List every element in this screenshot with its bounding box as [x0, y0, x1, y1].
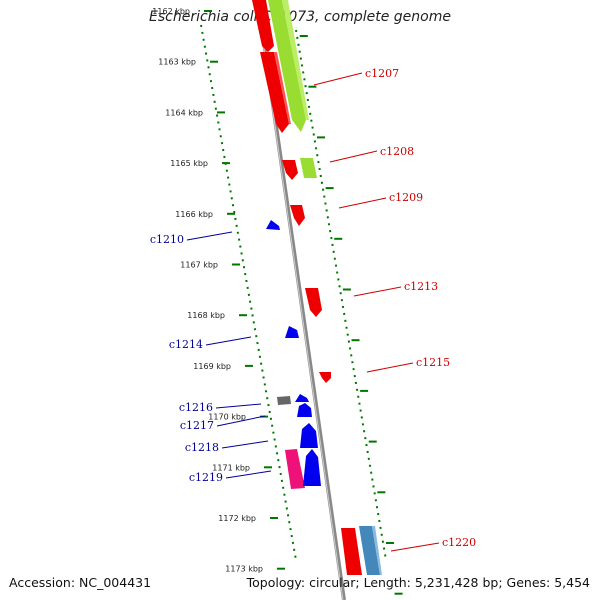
gene-label-c1218[interactable]: c1218 [185, 441, 219, 454]
scale-label: 1163 kbp [158, 58, 196, 67]
scale-labels: 1162 kbp 1163 kbp 1164 kbp 1165 kbp 1166 kbp… [152, 7, 263, 574]
leader-line [353, 286, 402, 297]
gene-feature-c1219-pink[interactable] [285, 449, 305, 489]
gene-label-c1207[interactable]: c1207 [365, 67, 399, 80]
gene-feature-c1218[interactable] [300, 423, 318, 448]
gene-feature-green-shade [282, 0, 309, 120]
gene-label-c1217[interactable]: c1217 [180, 419, 214, 432]
scale-label: 1173 kbp [225, 565, 263, 574]
gene-label-c1215[interactable]: c1215 [416, 356, 450, 369]
gene-label-c1216[interactable]: c1216 [179, 401, 213, 414]
leader-line [215, 403, 262, 409]
scale-label: 1164 kbp [165, 108, 203, 117]
leader-line [329, 150, 378, 163]
leader-line [313, 72, 363, 86]
scale-label: 1166 kbp [175, 210, 213, 219]
gene-label-c1208[interactable]: c1208 [380, 145, 414, 158]
gene-label-c1219[interactable]: c1219 [189, 471, 223, 484]
leader-line [366, 362, 414, 373]
scale-label: 1170 kbp [208, 413, 246, 422]
gene-feature-c1216-grey[interactable] [277, 396, 291, 405]
leader-line [205, 336, 252, 346]
gene-labels: c1207 c1208 c1209 c1213 c1215 c1220 c1210 c1214… [150, 67, 476, 549]
scale-label: 1167 kbp [180, 261, 218, 270]
leader-line [186, 231, 233, 241]
gene-feature-c1213[interactable] [305, 288, 322, 317]
label-leader-lines [186, 72, 440, 552]
gene-feature-c1216[interactable] [295, 394, 309, 402]
gene-feature-c1217[interactable] [297, 403, 312, 417]
scale-label: 1169 kbp [193, 362, 231, 371]
gene-feature-c1209[interactable] [290, 205, 305, 226]
scale-label: 1168 kbp [187, 311, 225, 320]
gene-feature-c1208-green[interactable] [300, 158, 317, 178]
leader-line [225, 470, 272, 479]
leader-line [221, 440, 269, 449]
gene-label-c1213[interactable]: c1213 [404, 280, 438, 293]
gene-feature-c1210[interactable] [266, 220, 280, 230]
leader-line [390, 542, 440, 552]
gene-label-c1209[interactable]: c1209 [389, 191, 423, 204]
gene-features [252, 0, 382, 575]
gene-label-c1210[interactable]: c1210 [150, 233, 184, 246]
gene-feature-c1220-blue-shade [372, 526, 382, 575]
topology-text: Topology: circular; Length: 5,231,428 bp… [246, 575, 590, 590]
map-title: Escherichia coli CFT073, complete genome [149, 9, 451, 25]
gene-feature-c1215[interactable] [319, 372, 331, 383]
scale-ticks [204, 10, 403, 595]
accession-text: Accession: NC_004431 [9, 575, 152, 590]
leader-line [338, 197, 387, 209]
gene-feature-red-top[interactable] [252, 0, 274, 52]
gene-feature-red-shade [274, 52, 291, 124]
scale-label: 1165 kbp [170, 159, 208, 168]
scale-label: 1162 kbp [152, 7, 190, 16]
gene-feature-red[interactable] [260, 52, 289, 133]
gene-label-c1220[interactable]: c1220 [442, 536, 476, 549]
scale-label: 1171 kbp [212, 463, 250, 472]
gene-feature-green[interactable] [268, 0, 306, 132]
gene-feature-c1220-red[interactable] [341, 528, 362, 575]
gene-feature-c1220-blue[interactable] [359, 526, 380, 575]
gene-feature-c1208-red[interactable] [282, 160, 298, 180]
gene-label-c1214[interactable]: c1214 [169, 338, 203, 351]
gene-feature-c1219[interactable] [303, 449, 321, 486]
scale-label: 1172 kbp [218, 514, 256, 523]
leader-line [216, 415, 266, 427]
gene-feature-c1214[interactable] [285, 326, 299, 338]
